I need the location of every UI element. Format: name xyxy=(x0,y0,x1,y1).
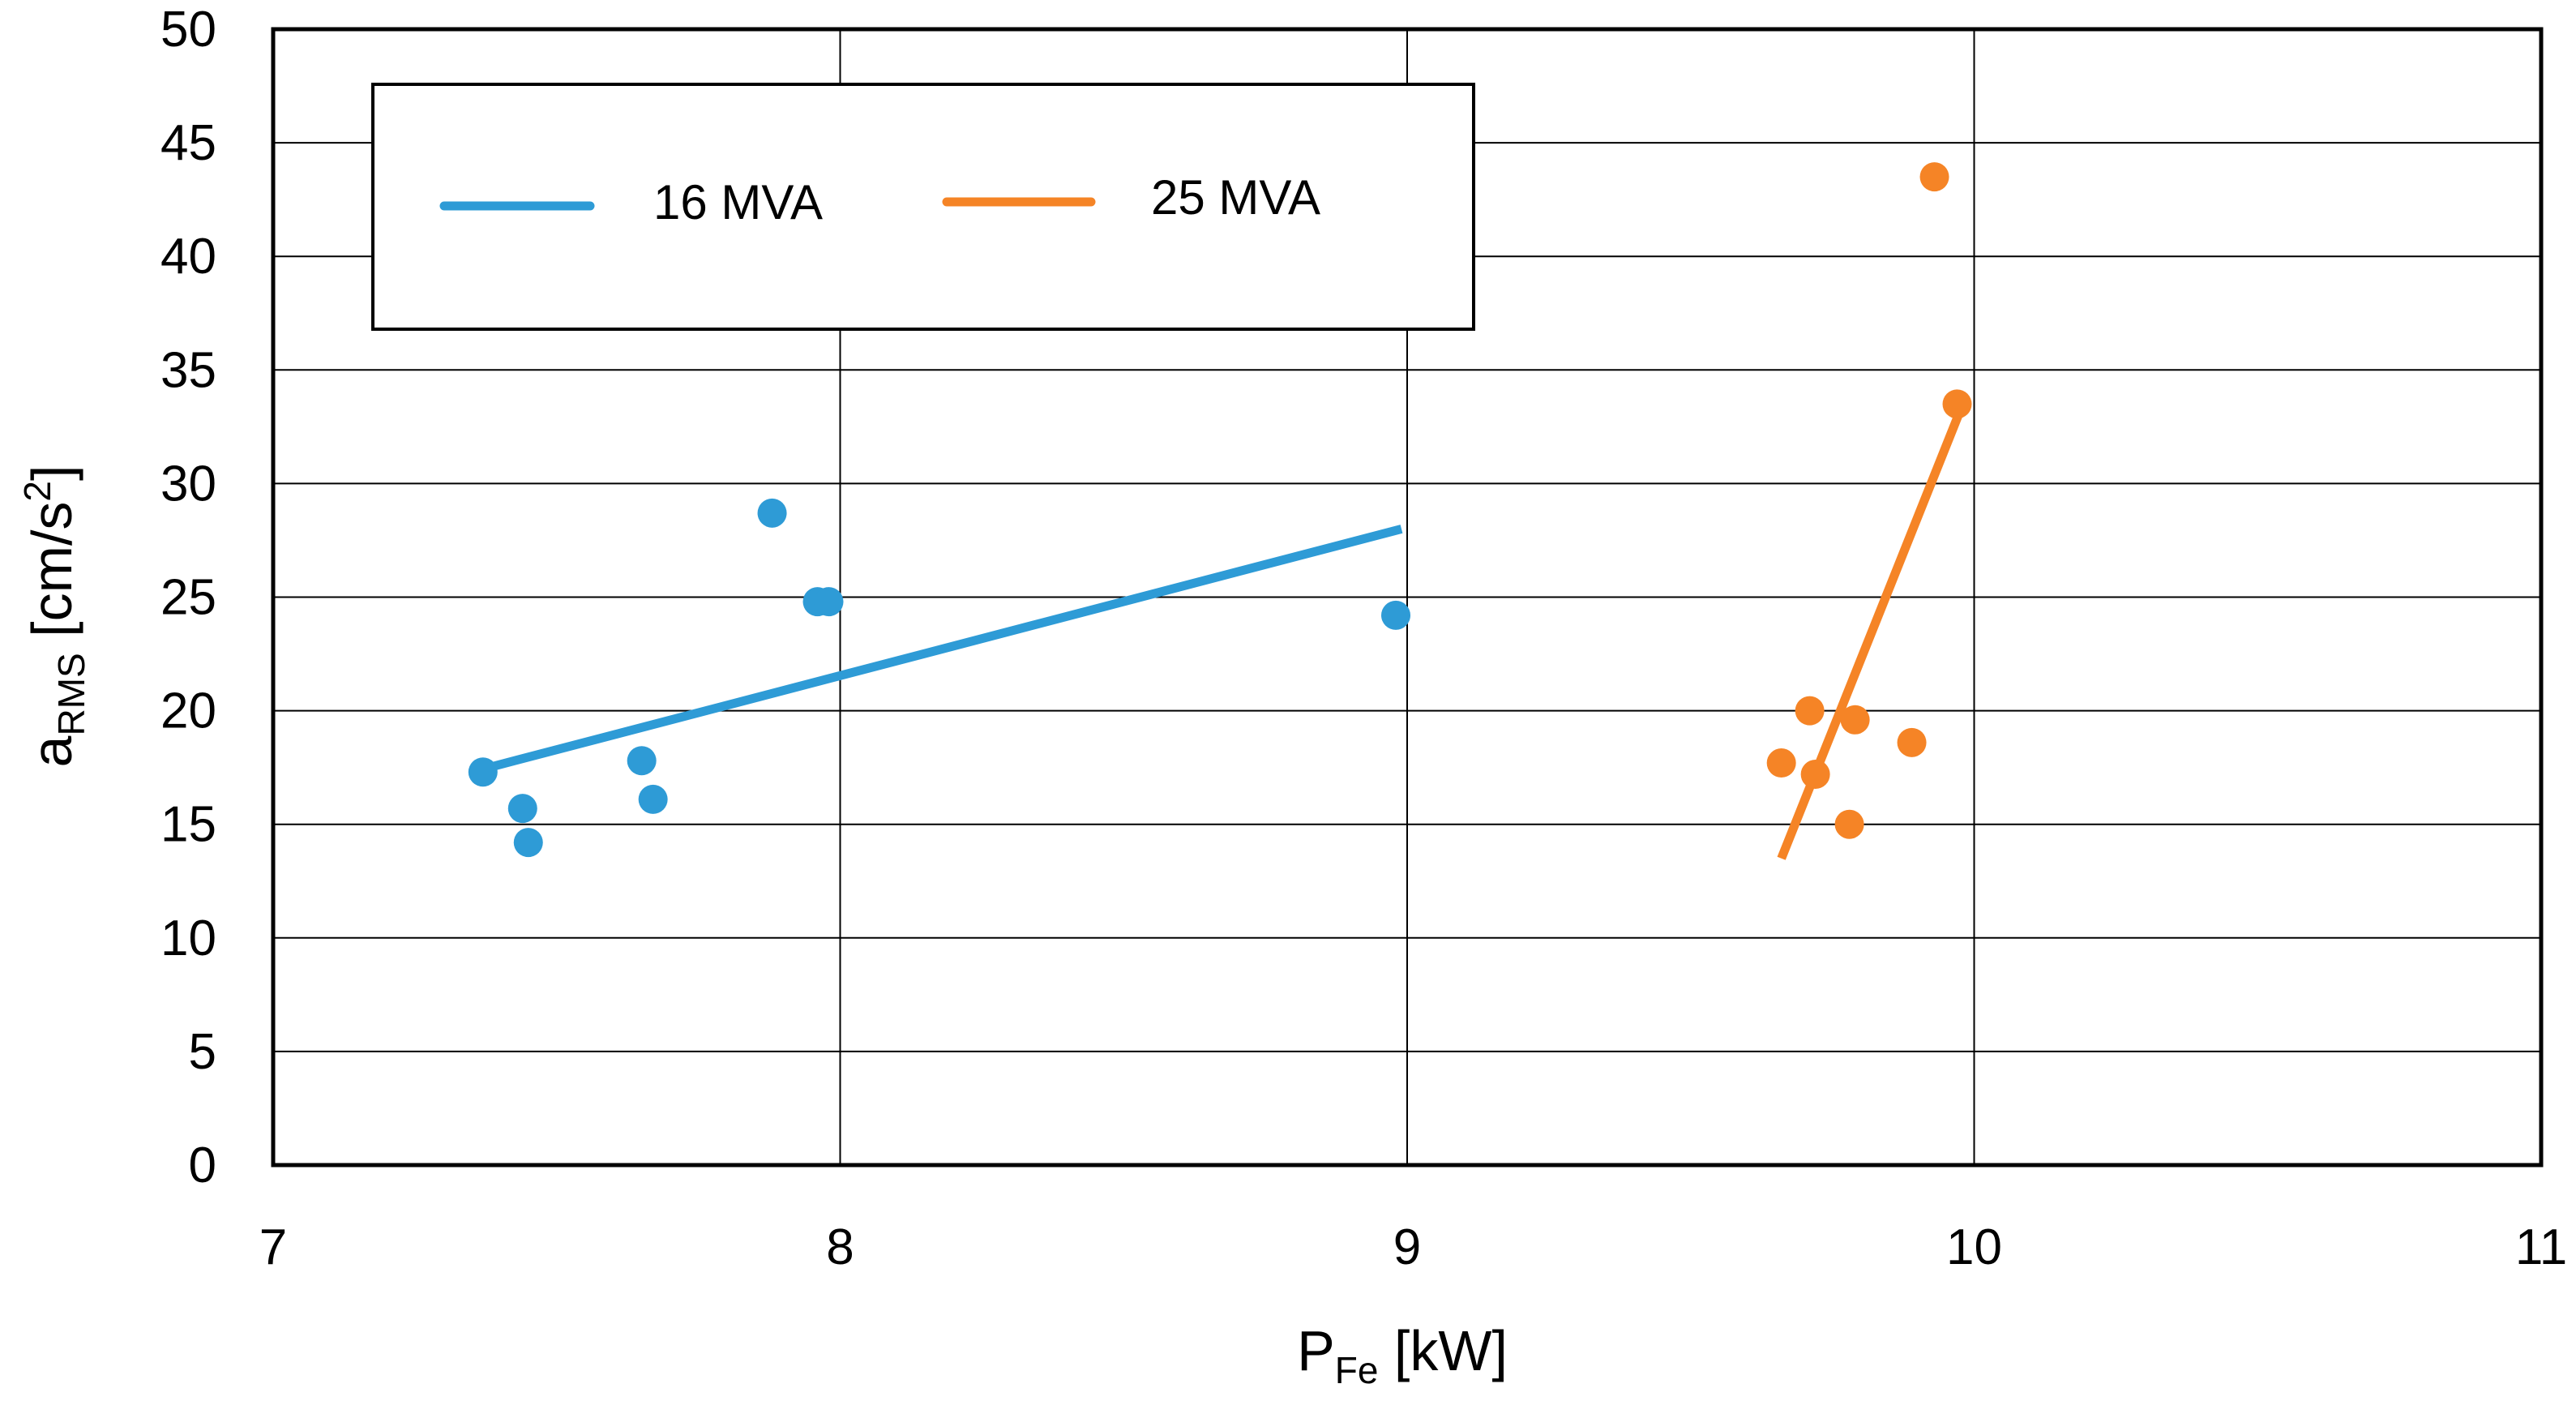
x-tick-label: 8 xyxy=(826,1219,854,1275)
y-tick-label: 25 xyxy=(160,570,216,626)
data-point-16-mva xyxy=(638,784,668,814)
y-tick-label: 45 xyxy=(160,115,216,171)
data-point-25-mva xyxy=(1919,162,1949,192)
x-tick-label: 11 xyxy=(2515,1219,2567,1275)
data-point-16-mva xyxy=(757,498,787,528)
y-tick-label: 0 xyxy=(189,1138,216,1193)
series-16-mva xyxy=(468,498,1411,858)
data-point-25-mva xyxy=(1942,389,1972,419)
y-tick-label: 30 xyxy=(160,456,216,512)
data-point-16-mva xyxy=(627,746,657,776)
data-point-25-mva xyxy=(1800,760,1830,790)
y-tick-label: 40 xyxy=(160,229,216,285)
plot-frame xyxy=(271,27,2544,1168)
data-point-25-mva xyxy=(1840,705,1870,735)
y-tick-label: 15 xyxy=(160,797,216,853)
y-tick-label: 5 xyxy=(189,1024,216,1080)
y-tick-label: 20 xyxy=(160,683,216,739)
legend: 16 MVA 25 MVA xyxy=(371,83,1475,331)
y-tick-label: 50 xyxy=(160,2,216,58)
y-axis-label: aRMS [cm/s2] xyxy=(16,465,92,768)
data-point-16-mva xyxy=(814,587,844,617)
x-axis-label: PFe [kW] xyxy=(1297,1319,1508,1391)
legend-label-16-mva: 16 MVA xyxy=(653,175,823,229)
tick-labels: 0 5 10 15 20 25 30 35 40 45 50 7 8 9 10 11 xyxy=(160,2,2567,1275)
legend-label-25-mva: 25 MVA xyxy=(1151,170,1320,225)
data-point-16-mva xyxy=(507,794,537,824)
series-25-mva xyxy=(1766,162,1972,860)
x-tick-label: 9 xyxy=(1393,1219,1421,1275)
data-point-25-mva xyxy=(1834,809,1864,839)
x-tick-label: 7 xyxy=(259,1219,287,1275)
data-point-16-mva xyxy=(468,757,498,787)
data-point-25-mva xyxy=(1897,727,1927,757)
y-tick-label: 35 xyxy=(160,342,216,398)
data-point-25-mva xyxy=(1795,696,1825,726)
trendline-16-mva xyxy=(487,525,1403,772)
data-point-16-mva xyxy=(513,828,543,858)
x-tick-label: 10 xyxy=(1946,1219,2002,1275)
data-point-16-mva xyxy=(1381,600,1411,630)
data-point-25-mva xyxy=(1766,748,1796,778)
y-tick-label: 10 xyxy=(160,910,216,966)
plot-area xyxy=(468,162,1972,860)
